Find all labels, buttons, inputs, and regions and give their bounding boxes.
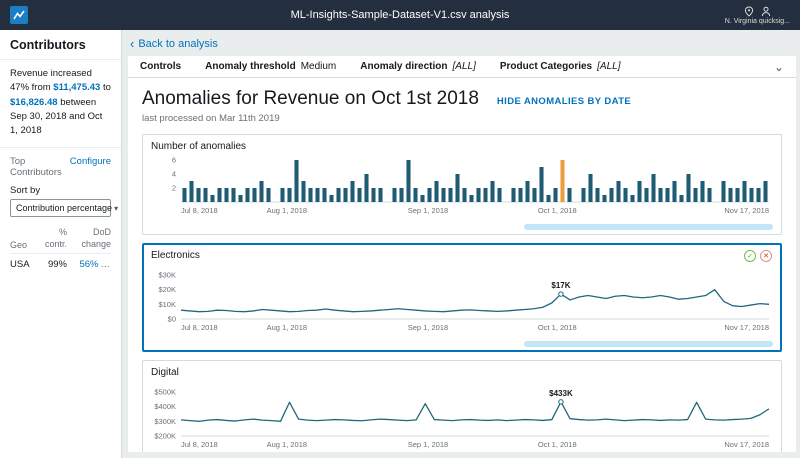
chart-card-electronics[interactable]: Electronics ✓ ✕ $0 $10K $20K $30K Jul 8, 201… bbox=[142, 243, 782, 352]
summary-suffix: between Sep 30, 2018 and Oct 1, 2018 bbox=[10, 96, 103, 137]
location-pin-icon bbox=[744, 5, 753, 17]
contributors-table-header: Geo % contr. DoD change bbox=[10, 227, 111, 254]
control-anomaly-direction[interactable]: Anomaly direction [ALL] bbox=[360, 61, 476, 72]
digital-line-chart[interactable]: $200K $300K $400K $500K Jul 8, 2018 Aug 1, 20… bbox=[151, 380, 773, 452]
summary-mid: to bbox=[102, 82, 111, 94]
svg-text:$300K: $300K bbox=[154, 417, 176, 426]
chevron-left-icon: ‹ bbox=[130, 36, 135, 51]
svg-text:2: 2 bbox=[172, 184, 176, 193]
date-range-track bbox=[151, 341, 773, 347]
chart-title: Digital bbox=[151, 367, 179, 378]
top-contributors-label: Top Contributors bbox=[10, 156, 62, 179]
chart-title: Number of anomalies bbox=[151, 141, 247, 152]
svg-text:$20K: $20K bbox=[158, 285, 176, 294]
svg-text:Aug 1, 2018: Aug 1, 2018 bbox=[267, 323, 307, 332]
contributors-table: Geo % contr. DoD change USA 99% 56%… bbox=[10, 227, 111, 270]
back-to-analysis-link[interactable]: ‹ Back to analysis bbox=[130, 36, 218, 51]
to-value-link[interactable]: $16,826.48 bbox=[10, 96, 58, 108]
svg-text:$30K: $30K bbox=[158, 271, 176, 280]
main-area: ‹ Back to analysis Controls Anomaly thre… bbox=[122, 30, 800, 458]
svg-text:$433K: $433K bbox=[549, 389, 573, 398]
control-anomaly-threshold[interactable]: Anomaly threshold Medium bbox=[205, 61, 337, 72]
svg-text:Nov 17, 2018: Nov 17, 2018 bbox=[724, 440, 769, 449]
chart-glyph-icon bbox=[13, 10, 25, 20]
summary-prefix: Revenue increased 47% from bbox=[10, 68, 92, 94]
svg-text:Aug 1, 2018: Aug 1, 2018 bbox=[267, 440, 307, 449]
more-actions-icon[interactable]: … bbox=[100, 258, 111, 270]
sort-select-value: Contribution percentage bbox=[16, 203, 113, 214]
anomalies-panel: Anomalies for Revenue on Oct 1st 2018 HI… bbox=[128, 78, 796, 452]
control-product-categories[interactable]: Product Categories [ALL] bbox=[499, 61, 621, 72]
date-range-scrollbar[interactable] bbox=[524, 224, 773, 230]
contributor-name: USA bbox=[10, 258, 30, 270]
chevron-down-icon: ▾ bbox=[114, 203, 119, 213]
dod-col-header: DoD change bbox=[81, 227, 111, 249]
contr-col-header: % contr. bbox=[44, 227, 67, 249]
region-label: N. Virginia quicksig... bbox=[724, 17, 790, 25]
hide-anomalies-by-date-link[interactable]: HIDE ANOMALIES BY DATE bbox=[496, 96, 632, 107]
chart-title: Electronics bbox=[151, 250, 200, 261]
contribution-summary: Revenue increased 47% from $11,475.43 to… bbox=[0, 60, 121, 149]
svg-text:Aug 1, 2018: Aug 1, 2018 bbox=[267, 206, 307, 215]
dimension-header: Geo bbox=[10, 239, 28, 250]
date-range-track bbox=[151, 224, 773, 230]
region-account-selector[interactable]: N. Virginia quicksig... bbox=[724, 5, 790, 25]
user-icon bbox=[761, 6, 771, 16]
contributors-heading: Contributors bbox=[0, 30, 121, 60]
sort-by-label: Sort by bbox=[10, 185, 41, 197]
controls-heading: Controls bbox=[140, 61, 182, 72]
dod-change-cell: 56%… bbox=[79, 258, 111, 270]
svg-text:Oct 1, 2018: Oct 1, 2018 bbox=[538, 206, 577, 215]
svg-text:$200K: $200K bbox=[154, 432, 176, 441]
date-range-scrollbar[interactable] bbox=[524, 341, 773, 347]
collapse-controls-icon[interactable]: ⌄ bbox=[773, 59, 784, 74]
contributors-panel: Contributors Revenue increased 47% from … bbox=[0, 30, 122, 458]
svg-text:Sep 1, 2018: Sep 1, 2018 bbox=[408, 206, 448, 215]
svg-text:$500K: $500K bbox=[154, 388, 176, 397]
svg-text:Sep 1, 2018: Sep 1, 2018 bbox=[408, 323, 448, 332]
svg-text:Jul 8, 2018: Jul 8, 2018 bbox=[181, 323, 218, 332]
svg-text:$400K: $400K bbox=[154, 402, 176, 411]
analysis-title: ML-Insights-Sample-Dataset-V1.csv analys… bbox=[290, 9, 510, 21]
svg-text:4: 4 bbox=[172, 170, 176, 179]
sort-select[interactable]: Contribution percentage ▾ bbox=[10, 199, 118, 218]
page-title: Anomalies for Revenue on Oct 1st 2018 bbox=[142, 88, 479, 109]
from-value-link[interactable]: $11,475.43 bbox=[53, 82, 101, 94]
svg-text:$10K: $10K bbox=[158, 300, 176, 309]
svg-text:Sep 1, 2018: Sep 1, 2018 bbox=[408, 440, 448, 449]
controls-bar: Controls Anomaly threshold Medium Anomal… bbox=[128, 56, 796, 78]
svg-text:$17K: $17K bbox=[551, 281, 570, 290]
anomaly-feedback-positive-icon[interactable]: ✓ bbox=[744, 250, 756, 262]
svg-text:6: 6 bbox=[172, 156, 176, 165]
anomalies-bar-chart[interactable]: 2 4 6 Jul 8, 2018 Aug 1, 2018 Sep 1, 2018 Oct … bbox=[151, 154, 773, 223]
svg-text:Oct 1, 2018: Oct 1, 2018 bbox=[538, 440, 577, 449]
svg-text:Nov 17, 2018: Nov 17, 2018 bbox=[724, 206, 769, 215]
anomaly-feedback-negative-icon[interactable]: ✕ bbox=[760, 250, 772, 262]
configure-link[interactable]: Configure bbox=[69, 156, 111, 168]
svg-text:Jul 8, 2018: Jul 8, 2018 bbox=[181, 440, 218, 449]
last-processed-label: last processed on Mar 11th 2019 bbox=[142, 113, 280, 124]
svg-text:Oct 1, 2018: Oct 1, 2018 bbox=[538, 323, 577, 332]
chart-card-number-of-anomalies[interactable]: Number of anomalies 2 4 6 Jul 8, 2018 Aug 1,… bbox=[142, 134, 782, 235]
svg-text:$0: $0 bbox=[168, 315, 176, 324]
svg-text:Nov 17, 2018: Nov 17, 2018 bbox=[724, 323, 769, 332]
contributor-row[interactable]: USA 99% 56%… bbox=[10, 254, 111, 270]
quicksight-logo[interactable] bbox=[10, 6, 28, 24]
top-bar: ML-Insights-Sample-Dataset-V1.csv analys… bbox=[0, 0, 800, 30]
chart-card-digital[interactable]: Digital $200K $300K $400K $500K Jul 8, 2018 A… bbox=[142, 360, 782, 452]
contribution-pct: 99% bbox=[47, 258, 67, 270]
svg-text:Jul 8, 2018: Jul 8, 2018 bbox=[181, 206, 218, 215]
electronics-line-chart[interactable]: $0 $10K $20K $30K Jul 8, 2018 Aug 1, 2018 Sep … bbox=[151, 263, 773, 340]
